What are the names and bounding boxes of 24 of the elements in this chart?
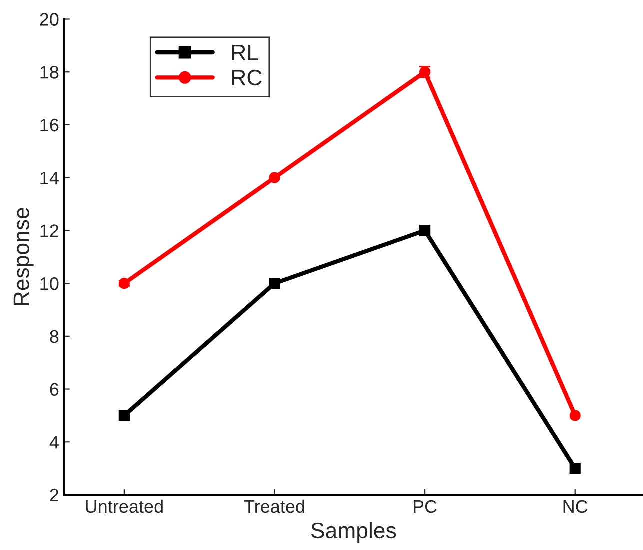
y-axis-title: Response bbox=[14, 208, 34, 306]
y-tick-label: 18 bbox=[40, 66, 59, 79]
x-tick-label: NC bbox=[564, 500, 588, 514]
y-tick-label: 10 bbox=[40, 277, 59, 290]
y-tick-label: 4 bbox=[50, 436, 59, 449]
point bbox=[269, 278, 280, 290]
point bbox=[269, 172, 280, 184]
y-tick-label: 2 bbox=[50, 488, 59, 502]
x-tick-label: Treated bbox=[244, 500, 304, 514]
y-tick-label: 12 bbox=[40, 224, 59, 238]
y-tick-label: 20 bbox=[40, 13, 59, 26]
y-tick-label: 6 bbox=[50, 383, 59, 396]
x-tick-label: Untreated bbox=[86, 500, 163, 514]
point bbox=[118, 410, 130, 422]
legend-label: RL bbox=[232, 44, 258, 60]
legend-label: RC bbox=[232, 70, 262, 86]
x-axis-title: Samples bbox=[311, 522, 396, 543]
point bbox=[419, 225, 431, 236]
y-tick-label: 14 bbox=[40, 172, 59, 184]
point bbox=[570, 463, 581, 474]
y-tick-label: 8 bbox=[50, 330, 59, 344]
point bbox=[570, 410, 581, 422]
y-tick-label: 16 bbox=[40, 118, 59, 132]
x-tick-label: PC bbox=[414, 500, 437, 514]
